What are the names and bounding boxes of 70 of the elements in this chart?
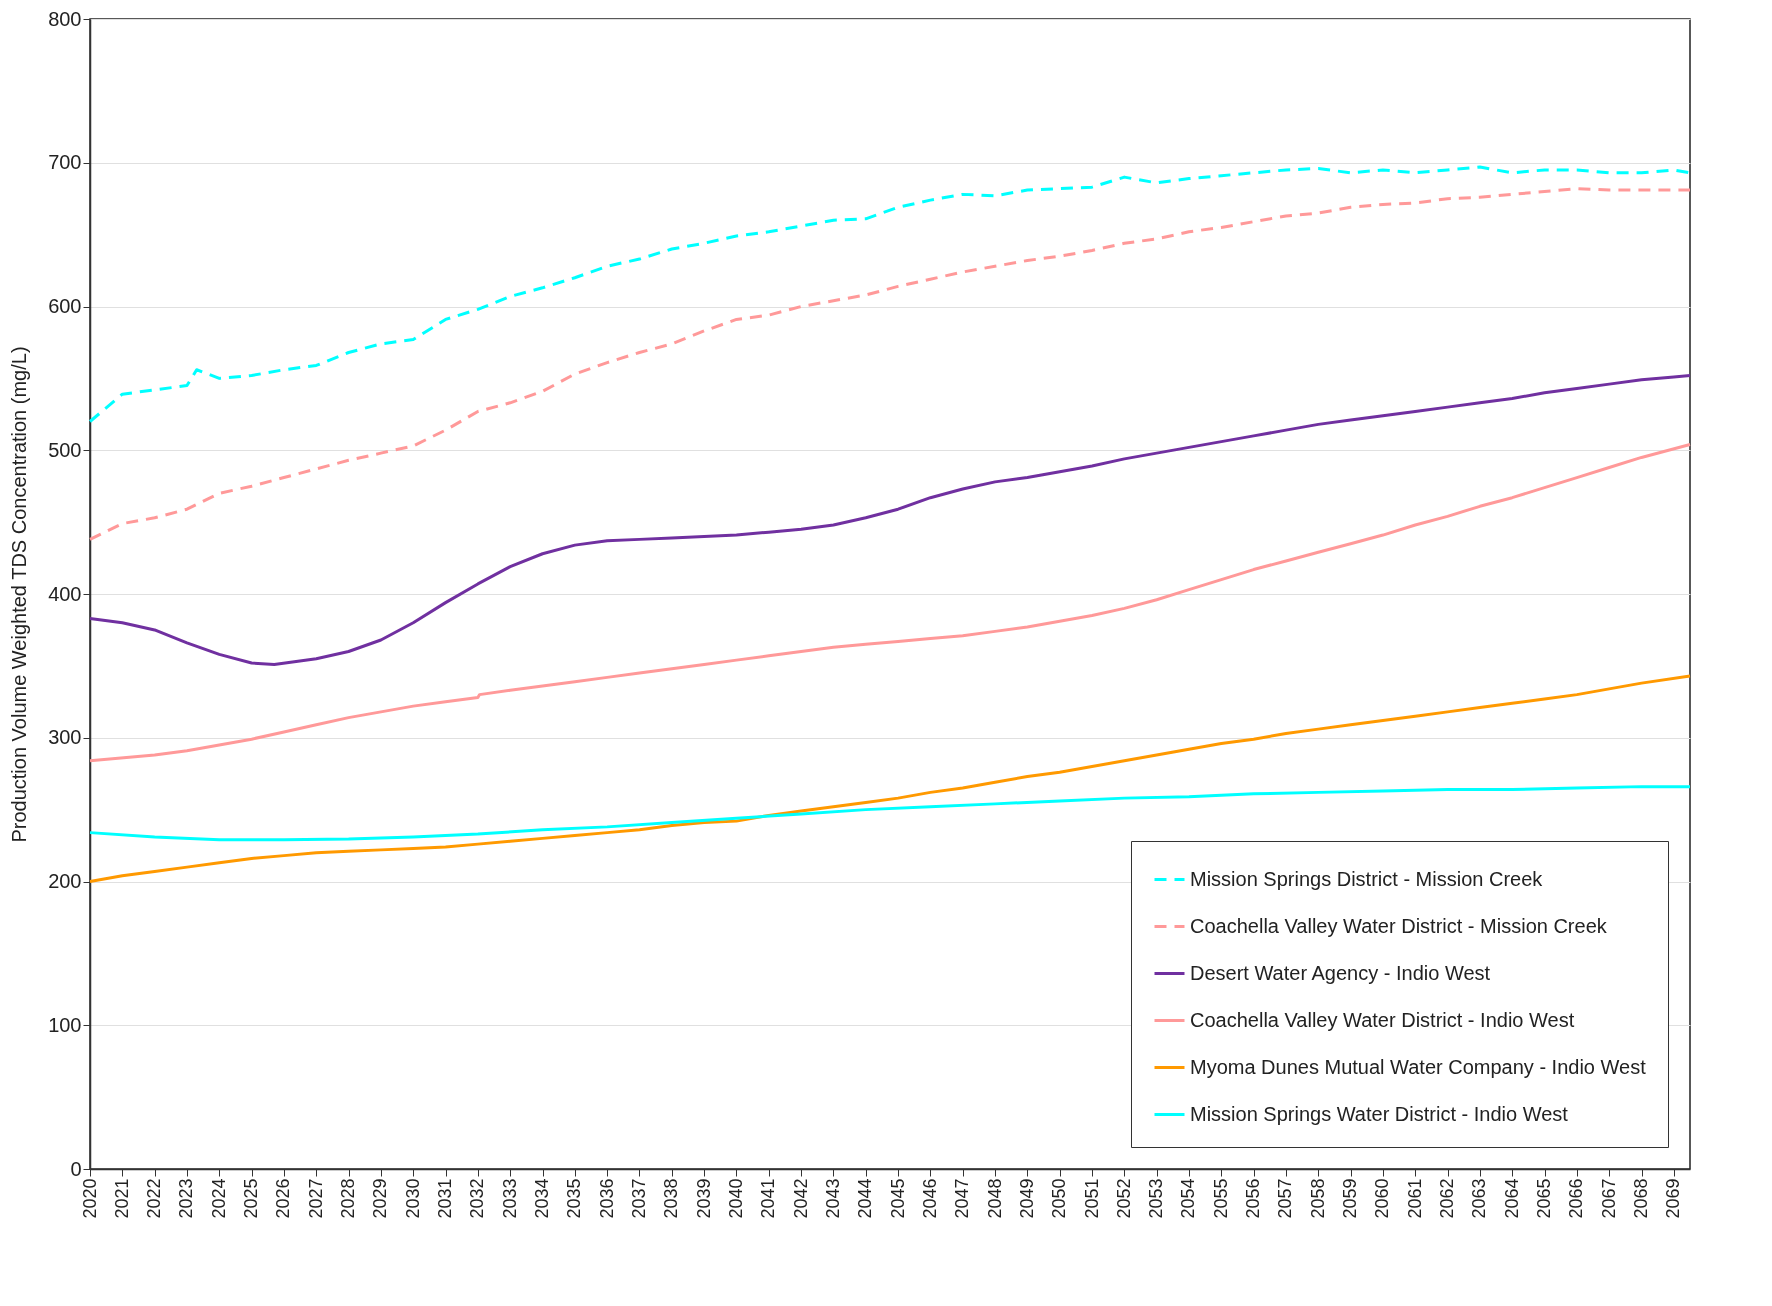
x-tick-label: 2032 — [467, 1178, 488, 1219]
x-tick-label: 2026 — [273, 1178, 294, 1219]
y-tick-label: 100 — [48, 1013, 82, 1036]
legend-label: Coachella Valley Water District - Mission Creek — [1190, 914, 1608, 937]
x-tick-label: 2054 — [1178, 1178, 1199, 1219]
x-tick-label: 2039 — [693, 1178, 714, 1219]
x-tick-label: 2035 — [564, 1178, 585, 1219]
x-tick-label: 2050 — [1049, 1178, 1070, 1219]
x-tick-label: 2056 — [1243, 1178, 1264, 1219]
x-tick-label: 2063 — [1469, 1178, 1490, 1219]
x-tick-label: 2060 — [1372, 1178, 1393, 1219]
x-tick-label: 2031 — [435, 1178, 456, 1219]
line-series — [88, 374, 1692, 666]
y-tick-label: 200 — [48, 870, 82, 892]
legend-label: Mission Springs District - Mission Creek — [1190, 867, 1544, 890]
x-tick-label: 2061 — [1404, 1178, 1425, 1219]
x-tick-label: 2021 — [111, 1178, 132, 1219]
line-series — [88, 785, 1692, 842]
line-series — [88, 443, 1692, 763]
legend-label: Mission Springs Water District - Indio West — [1190, 1102, 1569, 1125]
y-axis-title: Production Volume Weighted TDS Concentration (mg/L) — [8, 346, 31, 843]
x-tick-label: 2037 — [628, 1178, 649, 1219]
x-tick-label: 2066 — [1566, 1178, 1587, 1219]
x-tick-label: 2043 — [822, 1178, 843, 1219]
legend-label: Myoma Dunes Mutual Water Company - Indio West — [1190, 1055, 1647, 1078]
y-tick-label: 800 — [48, 7, 82, 30]
x-tick-label: 2041 — [758, 1178, 779, 1219]
x-tick-label: 2064 — [1501, 1178, 1522, 1219]
x-tick-label: 2028 — [338, 1178, 359, 1219]
x-tick-label: 2025 — [241, 1178, 262, 1219]
x-tick-label: 2034 — [532, 1178, 553, 1219]
x-tick-label: 2045 — [887, 1178, 908, 1219]
x-tick-label: 2062 — [1437, 1178, 1458, 1219]
x-tick-label: 2036 — [596, 1178, 617, 1219]
x-tick-label: 2065 — [1534, 1178, 1555, 1219]
x-tick-label: 2044 — [855, 1178, 876, 1219]
y-tick-label: 600 — [48, 295, 82, 317]
x-tick-label: 2033 — [499, 1178, 520, 1219]
x-tick-label: 2046 — [919, 1178, 940, 1219]
x-tick-label: 2058 — [1307, 1178, 1328, 1219]
x-tick-label: 2029 — [370, 1178, 391, 1219]
y-tick-label: 500 — [48, 438, 82, 461]
x-tick-label: 2055 — [1210, 1178, 1231, 1219]
y-tick-label: 300 — [48, 726, 82, 749]
line-series — [88, 187, 1692, 541]
x-tick-label: 2048 — [984, 1178, 1005, 1219]
legend-label: Coachella Valley Water District - Indio West — [1190, 1008, 1575, 1031]
x-tick-label: 2027 — [305, 1178, 326, 1219]
x-tick-label: 2020 — [79, 1178, 100, 1219]
x-tick-label: 2069 — [1663, 1178, 1684, 1219]
x-tick-label: 2052 — [1113, 1178, 1134, 1219]
x-tick-label: 2023 — [176, 1178, 197, 1219]
x-tick-label: 2051 — [1081, 1178, 1102, 1219]
x-tick-label: 2057 — [1275, 1178, 1296, 1219]
legend-label: Desert Water Agency - Indio West — [1190, 961, 1491, 984]
y-tick-label: 0 — [70, 1157, 82, 1180]
x-tick-label: 2053 — [1146, 1178, 1167, 1219]
x-tick-label: 2038 — [661, 1178, 682, 1219]
x-tick-label: 2067 — [1598, 1178, 1619, 1219]
x-tick-label: 2022 — [144, 1178, 165, 1219]
x-tick-label: 2068 — [1631, 1178, 1652, 1219]
y-tick-label: 400 — [48, 582, 82, 605]
x-tick-label: 2042 — [790, 1178, 811, 1219]
x-tick-label: 2024 — [208, 1178, 229, 1219]
x-tick-label: 2059 — [1340, 1178, 1361, 1219]
x-tick-label: 2049 — [1016, 1178, 1037, 1219]
y-tick-label: 700 — [48, 151, 82, 174]
x-tick-label: 2040 — [725, 1178, 746, 1219]
x-tick-label: 2047 — [952, 1178, 973, 1219]
x-tick-label: 2030 — [402, 1178, 423, 1219]
